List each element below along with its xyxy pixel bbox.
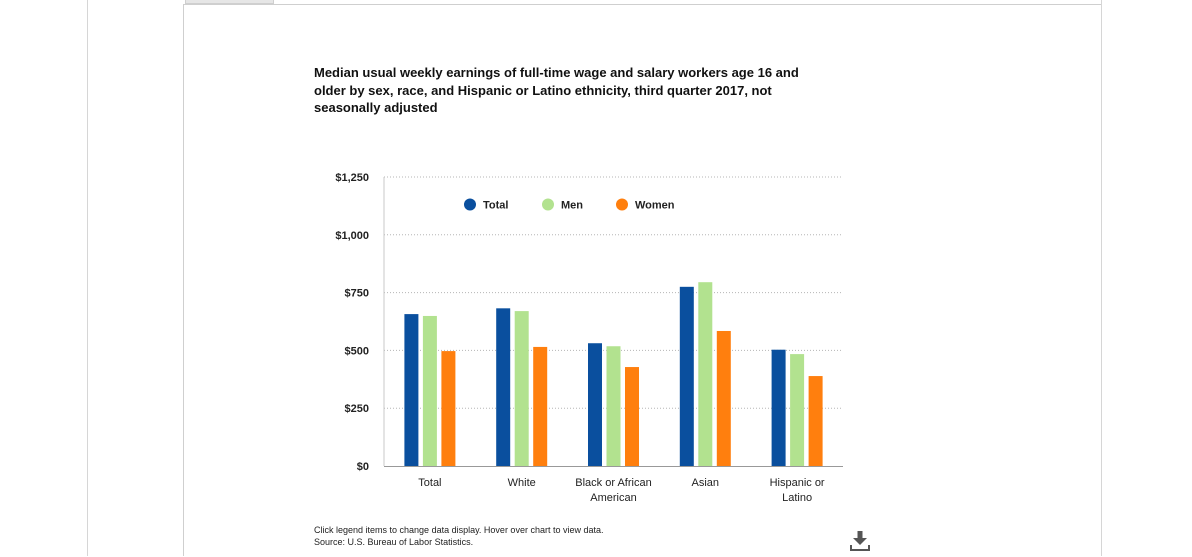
- x-tick-label: Black or African: [575, 477, 651, 489]
- chart-title: Median usual weekly earnings of full-tim…: [314, 65, 799, 115]
- x-tick-label: Total: [418, 477, 441, 489]
- source-note: Source: U.S. Bureau of Labor Statistics.: [314, 536, 474, 547]
- y-tick-label: $0: [357, 461, 369, 473]
- bar-women-4[interactable]: [808, 376, 823, 466]
- legend-marker-women[interactable]: [616, 198, 628, 211]
- bar-women-1[interactable]: [533, 346, 548, 466]
- x-tick-label: Hispanic or: [770, 477, 825, 489]
- download-icon[interactable]: [848, 530, 872, 552]
- bar-total-0[interactable]: [404, 314, 419, 466]
- chart-instructions: Click legend items to change data displa…: [314, 525, 604, 535]
- legend-label-women[interactable]: Women: [635, 200, 675, 212]
- bar-women-3[interactable]: [716, 330, 731, 466]
- x-tick-label: Latino: [782, 492, 812, 504]
- bar-total-2[interactable]: [588, 343, 602, 466]
- panel-tab[interactable]: [185, 0, 274, 4]
- x-tick-label: White: [508, 477, 536, 489]
- bar-total-4[interactable]: [771, 349, 786, 466]
- bar-men-2[interactable]: [606, 346, 621, 466]
- bar-men-1[interactable]: [514, 311, 529, 466]
- bar-women-0[interactable]: [441, 351, 456, 466]
- y-tick-label: $250: [345, 403, 369, 415]
- chart-panel: [183, 4, 1101, 556]
- bar-men-3[interactable]: [698, 282, 713, 466]
- bar-women-2[interactable]: [625, 367, 639, 466]
- bar-total-1[interactable]: [496, 308, 511, 466]
- legend-label-men[interactable]: Men: [561, 200, 583, 212]
- y-tick-label: $750: [345, 288, 369, 300]
- legend-label-total[interactable]: Total: [483, 200, 508, 212]
- y-tick-label: $1,250: [335, 172, 369, 184]
- x-tick-label: American: [590, 492, 636, 504]
- legend-marker-total[interactable]: [464, 198, 476, 211]
- y-tick-label: $1,000: [335, 230, 369, 242]
- x-tick-label: Asian: [692, 477, 720, 489]
- legend-marker-men[interactable]: [542, 198, 554, 211]
- bar-total-3[interactable]: [679, 286, 694, 466]
- bar-men-4[interactable]: [790, 354, 805, 466]
- footer-notes: Click legend items to change data displa…: [314, 525, 603, 548]
- page-border-right: [1101, 0, 1102, 556]
- page-border-left: [87, 0, 88, 556]
- y-tick-label: $500: [345, 345, 369, 357]
- bar-men-0[interactable]: [422, 315, 437, 466]
